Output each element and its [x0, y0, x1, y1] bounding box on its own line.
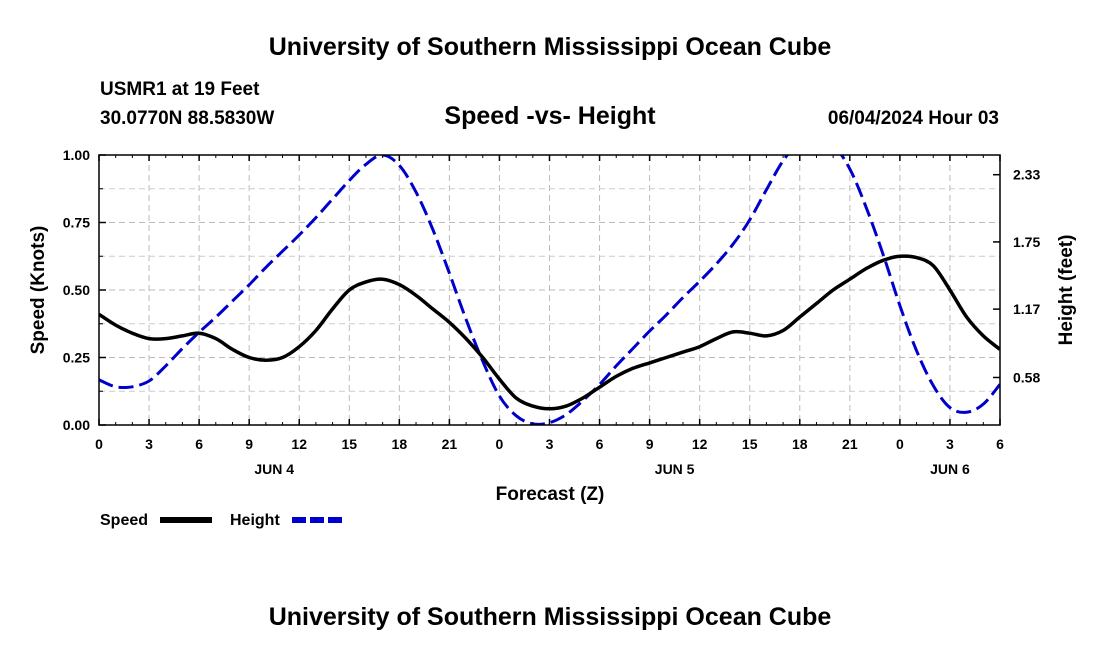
- y-tick-label: 0.25: [63, 350, 90, 366]
- series-line-speed: [99, 254, 1000, 411]
- label-layer: 0 3 6 9 12 15 18 21 0 3 6 9 12 15 18 21 0 3 6 0.00 0.25 0.50 0…: [63, 147, 1041, 477]
- datetime-label: 06/04/2024 Hour 03: [828, 108, 999, 129]
- x-tick-label: 6: [195, 436, 203, 452]
- y2-tick-label: 1.75: [1013, 234, 1040, 250]
- day-label: JUN 4: [254, 461, 294, 477]
- grid: [99, 155, 1000, 425]
- x-tick-label: 6: [596, 436, 604, 452]
- x-tick-label: 21: [442, 436, 458, 452]
- series-line-height: [99, 155, 1000, 425]
- y-tick-label: 1.00: [63, 147, 90, 163]
- y-tick-label: 0.50: [63, 282, 90, 298]
- y2-tick-label: 0.58: [1013, 369, 1040, 385]
- tick-layer: [98, 154, 1001, 426]
- x-tick-label: 9: [646, 436, 654, 452]
- x-tick-label: 3: [546, 436, 554, 452]
- series-layer: [99, 155, 1000, 425]
- location-label: 30.0770N 88.5830W: [100, 108, 274, 129]
- day-label: JUN 6: [930, 461, 970, 477]
- day-label: JUN 5: [655, 461, 695, 477]
- x-tick-label: 15: [341, 436, 357, 452]
- x-tick-label: 0: [496, 436, 504, 452]
- chart-subtitle: Speed -vs- Height: [444, 102, 656, 130]
- y-tick-label: 0.75: [63, 215, 90, 231]
- page-title: University of Southern Mississippi Ocean…: [269, 33, 832, 61]
- y2-tick-label: 1.17: [1013, 301, 1040, 317]
- x-tick-label: 18: [392, 436, 408, 452]
- x-tick-label: 9: [245, 436, 253, 452]
- legend: Speed Height: [100, 512, 342, 529]
- legend-speed-label: Speed: [100, 512, 148, 529]
- x-tick-label: 6: [996, 436, 1004, 452]
- x-tick-label: 3: [946, 436, 954, 452]
- x-tick-label: 0: [95, 436, 103, 452]
- x-tick-label: 3: [145, 436, 153, 452]
- x-tick-label: 12: [291, 436, 307, 452]
- x-tick-label: 12: [692, 436, 708, 452]
- station-label: USMR1 at 19 Feet: [100, 79, 260, 100]
- x-tick-label: 18: [792, 436, 808, 452]
- x-tick-label: 15: [742, 436, 758, 452]
- x-tick-label: 21: [842, 436, 858, 452]
- footer-title: University of Southern Mississippi Ocean…: [269, 603, 832, 631]
- y2-tick-label: 2.33: [1013, 167, 1040, 183]
- legend-height-label: Height: [230, 512, 280, 529]
- x-tick-label: 0: [896, 436, 904, 452]
- x-axis-label: Forecast (Z): [496, 484, 605, 505]
- y-axis-label: Speed (Knots): [28, 226, 49, 355]
- y-tick-label: 0.00: [63, 417, 90, 433]
- y2-axis-label: Height (feet): [1056, 235, 1077, 346]
